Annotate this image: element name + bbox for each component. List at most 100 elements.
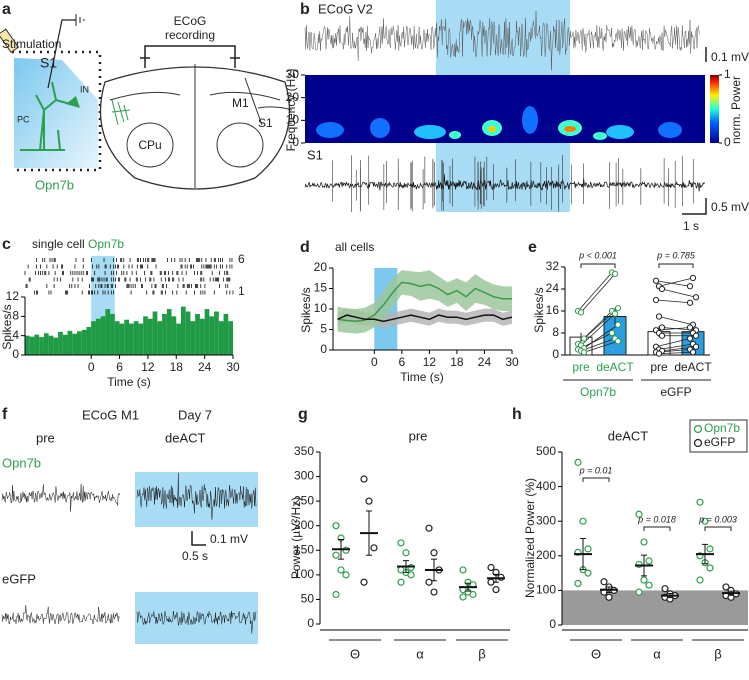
trace [304, 11, 701, 71]
x-tick-label: 0 [371, 355, 378, 369]
brain-neurons [111, 99, 131, 126]
scale-bars [682, 47, 707, 215]
cpu-right [216, 122, 264, 168]
data-point [574, 579, 582, 588]
title-part: single cell [32, 237, 85, 251]
data-point [332, 522, 340, 530]
histogram-bar [166, 309, 172, 355]
x-tick-label: 0 [88, 360, 95, 374]
data-point [696, 576, 704, 584]
pair-line [577, 272, 613, 312]
x-tick-label: 30 [226, 360, 240, 374]
histogram-bar [195, 313, 200, 355]
pair-line [658, 351, 694, 355]
data-point [614, 321, 622, 328]
y-tick-label: 0 [552, 347, 559, 361]
y-tick-label: 24 [546, 281, 560, 295]
p-value: p = 0.01 [579, 465, 613, 475]
panel-letter: f [2, 406, 8, 423]
y-tick-label: 300 [294, 469, 314, 483]
pair-line [655, 299, 691, 304]
significance-bracket [658, 263, 694, 268]
colorbar-label: norm. Power [729, 76, 743, 144]
label: ECoG [174, 14, 207, 28]
raster-label: 1 [238, 284, 245, 298]
data-point [360, 578, 368, 586]
data-point [611, 270, 619, 277]
brain-lines [109, 64, 293, 188]
y-tick-label: 8 [12, 309, 19, 323]
x-tick-label: 24 [478, 355, 492, 369]
y-tick-label: 200 [536, 548, 556, 562]
row-label: eGFP [2, 571, 36, 586]
row-label: Opn7b [2, 455, 41, 470]
data-point [614, 305, 622, 312]
x-tick-label: 12 [141, 360, 155, 374]
histogram-bar [39, 337, 44, 355]
y-tick-label: 500 [536, 444, 556, 458]
y-tick-label: 30 [286, 67, 300, 81]
data-point [608, 329, 616, 337]
histogram-bar [110, 313, 115, 355]
y-axis-label: Spikes/s [0, 304, 14, 349]
histogram-bar [157, 321, 163, 355]
label: Stimulation [2, 37, 61, 51]
data-point [430, 549, 438, 557]
histogram-bar [138, 323, 144, 355]
ecog-electrodes [140, 45, 240, 68]
data-point [655, 313, 663, 320]
y-tick-label: 4 [12, 328, 19, 342]
data-point [658, 285, 666, 293]
significance-bracket [704, 526, 732, 531]
title-part: Opn7b [88, 237, 124, 251]
data-point [342, 571, 350, 579]
histogram-bar [214, 311, 219, 355]
y-tick-label: 15 [314, 281, 328, 295]
category-label: deACT [596, 360, 634, 374]
category-label: pre [572, 360, 590, 374]
y-tick-label: 20 [286, 90, 300, 104]
data-point [696, 498, 704, 506]
data-point [397, 578, 405, 586]
data-point [658, 332, 666, 339]
data-point [605, 593, 613, 601]
histogram-bar [53, 337, 59, 355]
group-label: eGFP [660, 385, 691, 399]
data-point [360, 475, 368, 483]
data-point [584, 545, 592, 553]
data-point [492, 585, 500, 594]
y-tick-label: 100 [536, 583, 556, 597]
panel-letter: h [512, 406, 522, 423]
histogram-bar [218, 321, 224, 355]
panel-b: b ECoG V2 norm. Power Frequency (Hz) S1 … [284, 0, 749, 233]
data-point [640, 576, 648, 584]
y-tick-label: 0 [12, 347, 19, 361]
y-axis-label: Frequency (Hz) [284, 69, 298, 152]
histogram-bar [124, 319, 129, 355]
data-point [332, 551, 340, 559]
histogram-bar [204, 309, 210, 355]
data-point [430, 588, 438, 596]
data-point [701, 517, 709, 525]
neuron [20, 81, 71, 151]
y-tick-label: 300 [536, 513, 556, 527]
electrode [47, 19, 76, 89]
category-label: pre [650, 360, 668, 374]
histogram-bar [223, 313, 229, 355]
data-point [584, 569, 592, 577]
y-tick-label: 8 [552, 325, 559, 339]
histogram-bar [29, 336, 35, 355]
title: deACT [608, 428, 649, 443]
y-tick-label: 32 [546, 259, 560, 273]
histogram-bar [143, 316, 148, 355]
p-value: p = 0.785 [656, 250, 696, 260]
histogram-bar [72, 333, 77, 355]
y-tick-label: 10 [314, 301, 328, 315]
x-axis-label: Time (s) [107, 375, 151, 389]
y-tick-label: 150 [294, 542, 314, 556]
legend-marker [693, 438, 703, 448]
x-tick-label: 24 [198, 360, 212, 374]
title: pre [409, 428, 428, 443]
group-label: Θ [591, 646, 601, 661]
scale-bars [191, 531, 206, 546]
